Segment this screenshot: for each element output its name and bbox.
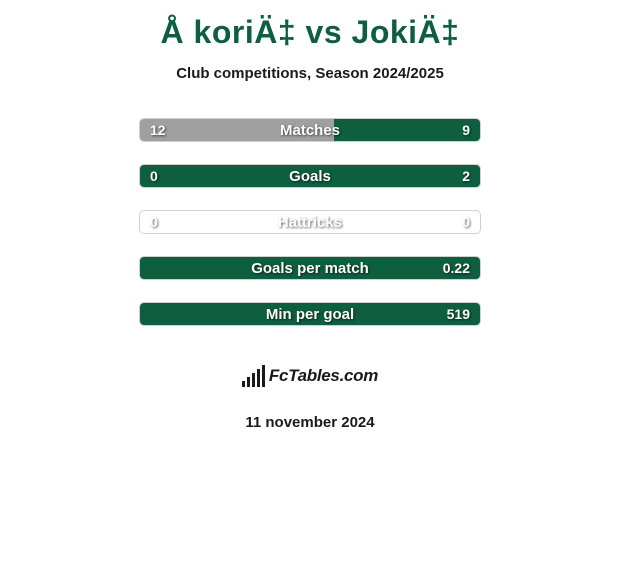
stat-label: Matches bbox=[280, 122, 340, 139]
logo-bars-icon bbox=[242, 365, 265, 387]
stat-value-left: 0 bbox=[150, 214, 158, 230]
stat-value-right: 9 bbox=[462, 122, 470, 138]
stat-label: Goals bbox=[289, 168, 331, 185]
stat-value-left: 12 bbox=[150, 122, 166, 138]
stat-label: Goals per match bbox=[251, 260, 369, 277]
stat-bar-right bbox=[334, 119, 480, 141]
ellipse-left-1 bbox=[8, 117, 112, 143]
logo-text: FcTables.com bbox=[269, 366, 378, 386]
stat-value-right: 2 bbox=[462, 168, 470, 184]
subtitle: Club competitions, Season 2024/2025 bbox=[176, 65, 444, 82]
logo-bar bbox=[257, 369, 260, 387]
logo-bar bbox=[252, 373, 255, 387]
stat-row: Goals per match 0.22 bbox=[139, 256, 481, 280]
stat-value-right: 519 bbox=[447, 306, 470, 322]
main-container: Å koriÄ‡ vs JokiÄ‡ Club competitions, Se… bbox=[0, 0, 620, 431]
logo: FcTables.com bbox=[242, 365, 378, 387]
stat-value-left: 0 bbox=[150, 168, 158, 184]
ellipse-right-2 bbox=[500, 163, 600, 187]
logo-box: FcTables.com bbox=[202, 354, 418, 398]
stat-label: Min per goal bbox=[266, 306, 354, 323]
ellipse-right-1 bbox=[508, 117, 612, 143]
ellipse-left-2 bbox=[20, 163, 120, 187]
stat-row: 12 Matches 9 bbox=[139, 118, 481, 142]
stat-value-right: 0.22 bbox=[443, 260, 470, 276]
logo-bar bbox=[262, 365, 265, 387]
date-text: 11 november 2024 bbox=[245, 414, 374, 431]
stats-area: 12 Matches 9 0 Goals 2 0 Hattricks 0 Goals per ma… bbox=[0, 118, 620, 431]
stat-row: Min per goal 519 bbox=[139, 302, 481, 326]
logo-bar bbox=[242, 381, 245, 387]
stat-row: 0 Goals 2 bbox=[139, 164, 481, 188]
stat-value-right: 0 bbox=[462, 214, 470, 230]
logo-bar bbox=[247, 377, 250, 387]
stat-row: 0 Hattricks 0 bbox=[139, 210, 481, 234]
page-title: Å koriÄ‡ vs JokiÄ‡ bbox=[161, 14, 460, 51]
stat-label: Hattricks bbox=[278, 214, 342, 231]
